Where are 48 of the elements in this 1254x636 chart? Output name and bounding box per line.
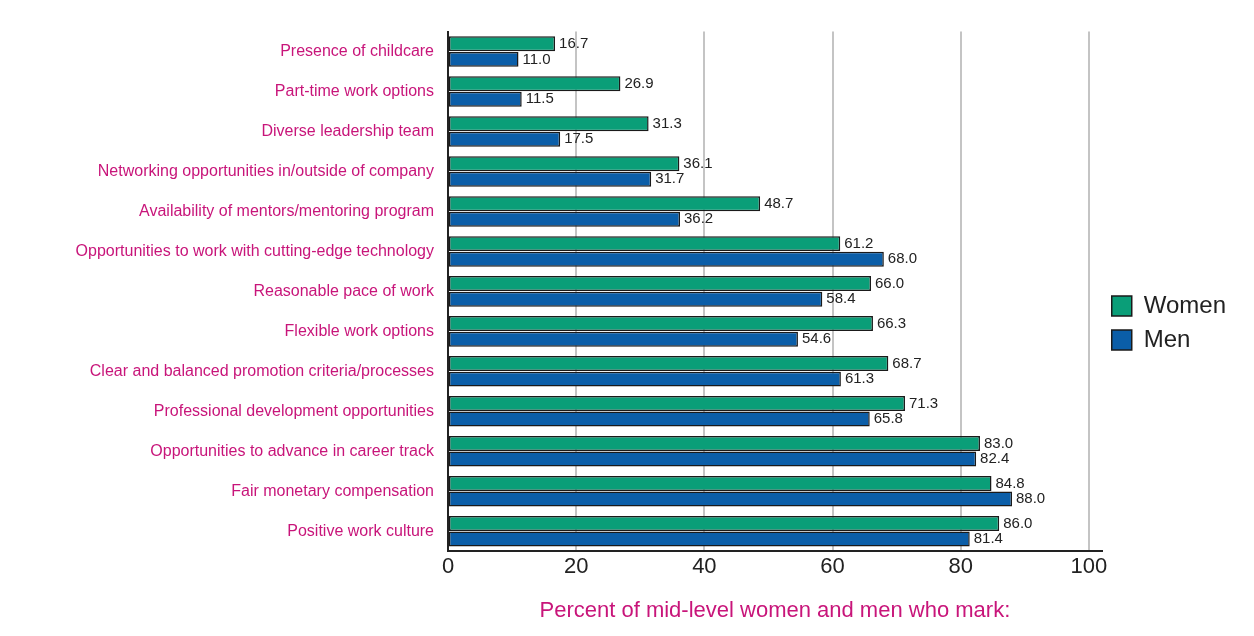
data-label: 54.6 (801, 329, 832, 347)
data-label: 36.2 (684, 209, 714, 227)
y-tick-label: Professional development opportunities (153, 401, 434, 419)
data-label: 86.0 (1003, 513, 1033, 531)
x-tick-label: 40 (692, 553, 717, 579)
data-label: 68.0 (887, 249, 918, 267)
data-label: 26.9 (624, 73, 654, 91)
y-tick-label: Presence of childcare (280, 41, 435, 59)
data-label: 61.3 (844, 369, 875, 387)
legend-label: Women (1143, 290, 1227, 318)
data-label: 66.3 (876, 313, 907, 331)
data-label: 31.3 (652, 113, 682, 131)
data-label: 66.0 (875, 273, 905, 291)
data-label: 83.0 (983, 433, 1014, 451)
data-label: 71.3 (908, 393, 939, 411)
y-tick-label: Fair monetary compensation (231, 481, 434, 499)
y-tick-label: Networking opportunities in/outside of company (97, 161, 434, 179)
data-label: 11.0 (522, 49, 551, 67)
y-tick-label: Diverse leadership team (261, 121, 434, 139)
data-label: 31.7 (655, 169, 685, 187)
y-tick-label: Clear and balanced promotion criteria/processes (89, 361, 434, 379)
data-label: 48.7 (764, 193, 794, 211)
x-tick-label: 20 (563, 553, 589, 579)
y-tick-label: Reasonable pace of work (253, 281, 435, 299)
data-label: 81.4 (973, 529, 1003, 547)
x-tick-label: 0 (441, 553, 455, 579)
data-label: 17.5 (564, 129, 594, 147)
data-label: 84.8 (995, 473, 1025, 491)
y-tick-label: Opportunities to work with cutting-edge technology (75, 241, 434, 259)
x-tick-label: 60 (820, 553, 845, 579)
y-tick-label: Flexible work options (284, 321, 434, 339)
y-tick-label: Availability of mentors/mentoring program (139, 201, 434, 219)
x-tick-label: 100 (1070, 553, 1108, 579)
data-label: 61.2 (844, 233, 874, 251)
x-axis-title: Percent of mid-level women and men who mark: (539, 596, 1011, 622)
data-label: 65.8 (873, 409, 903, 427)
data-label: 16.7 (559, 33, 589, 51)
data-label: 68.7 (892, 353, 922, 371)
data-label: 36.1 (683, 153, 713, 171)
data-label: 11.5 (525, 89, 554, 107)
data-label: 82.4 (980, 449, 1010, 467)
y-tick-label: Part-time work options (274, 81, 434, 99)
data-label: 58.4 (826, 289, 856, 307)
y-tick-label: Opportunities to advance in career track (150, 441, 435, 459)
data-label: 88.0 (1016, 489, 1046, 507)
x-tick-label: 80 (948, 553, 973, 579)
legend-label: Men (1143, 324, 1191, 352)
y-tick-label: Positive work culture (287, 521, 435, 539)
